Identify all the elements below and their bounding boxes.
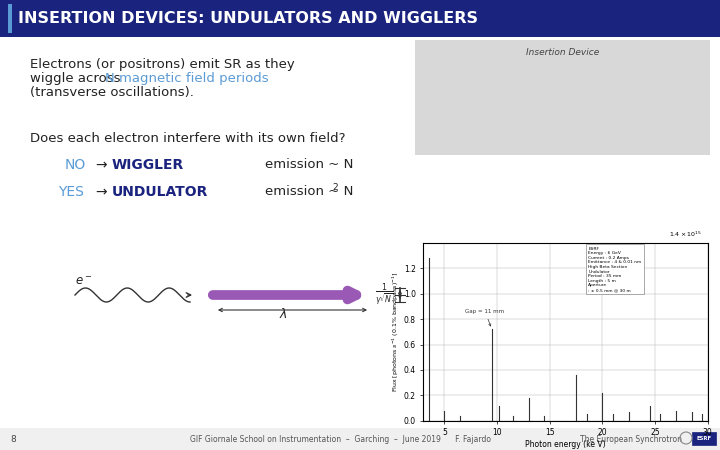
Text: INSERTION DEVICES: UNDULATORS AND WIGGLERS: INSERTION DEVICES: UNDULATORS AND WIGGLE… <box>18 11 478 26</box>
Bar <box>8 4 12 33</box>
Text: $1.4 \times 10^{15}$: $1.4 \times 10^{15}$ <box>669 230 702 239</box>
Text: Does each electron interfere with its own field?: Does each electron interfere with its ow… <box>30 132 346 145</box>
Text: emission ~ N: emission ~ N <box>265 185 354 198</box>
Bar <box>692 432 716 445</box>
Text: →: → <box>95 185 107 199</box>
Text: 2: 2 <box>332 183 338 192</box>
Text: The European Synchrotron: The European Synchrotron <box>580 435 682 444</box>
Bar <box>0 0 720 37</box>
X-axis label: Photon energy (ke V): Photon energy (ke V) <box>526 440 606 449</box>
Text: wiggle across: wiggle across <box>30 72 125 85</box>
Text: $e^-$: $e^-$ <box>75 275 92 288</box>
Text: Electrons (or positrons) emit SR as they: Electrons (or positrons) emit SR as they <box>30 58 294 71</box>
Text: UNDULATOR: UNDULATOR <box>112 185 208 199</box>
Text: NO: NO <box>65 158 86 172</box>
Text: emission ~ N: emission ~ N <box>265 158 354 171</box>
Text: Insertion Device: Insertion Device <box>526 48 599 57</box>
Bar <box>415 40 710 155</box>
Text: ESRF: ESRF <box>696 436 711 441</box>
Text: 8: 8 <box>10 435 16 444</box>
Text: $\lambda$: $\lambda$ <box>279 307 287 321</box>
Text: YES: YES <box>58 185 84 199</box>
Text: WIGGLER: WIGGLER <box>112 158 184 172</box>
Bar <box>0 37 720 428</box>
Text: N magnetic field periods: N magnetic field periods <box>105 72 269 85</box>
Text: ESRF
Energy : 6 GeV
Current : 0.2 Amps
Emittance : 4 & 0.01 nm
High Beta Section: ESRF Energy : 6 GeV Current : 0.2 Amps E… <box>588 247 642 292</box>
Y-axis label: Flux [photons $s^{-1}$ (0.1% bandpass)$^{-1}$]: Flux [photons $s^{-1}$ (0.1% bandpass)$^… <box>390 272 401 392</box>
Text: Gap = 11 mm: Gap = 11 mm <box>466 309 505 326</box>
Text: (transverse oscillations).: (transverse oscillations). <box>30 86 194 99</box>
Text: $\frac{1}{\gamma\sqrt{N}}$: $\frac{1}{\gamma\sqrt{N}}$ <box>375 282 394 309</box>
Bar <box>0 428 720 450</box>
Text: GIF Giornale School on Instrumentation  –  Garching  –  June 2019      F. Fajard: GIF Giornale School on Instrumentation –… <box>189 435 490 444</box>
Text: →: → <box>95 158 107 172</box>
